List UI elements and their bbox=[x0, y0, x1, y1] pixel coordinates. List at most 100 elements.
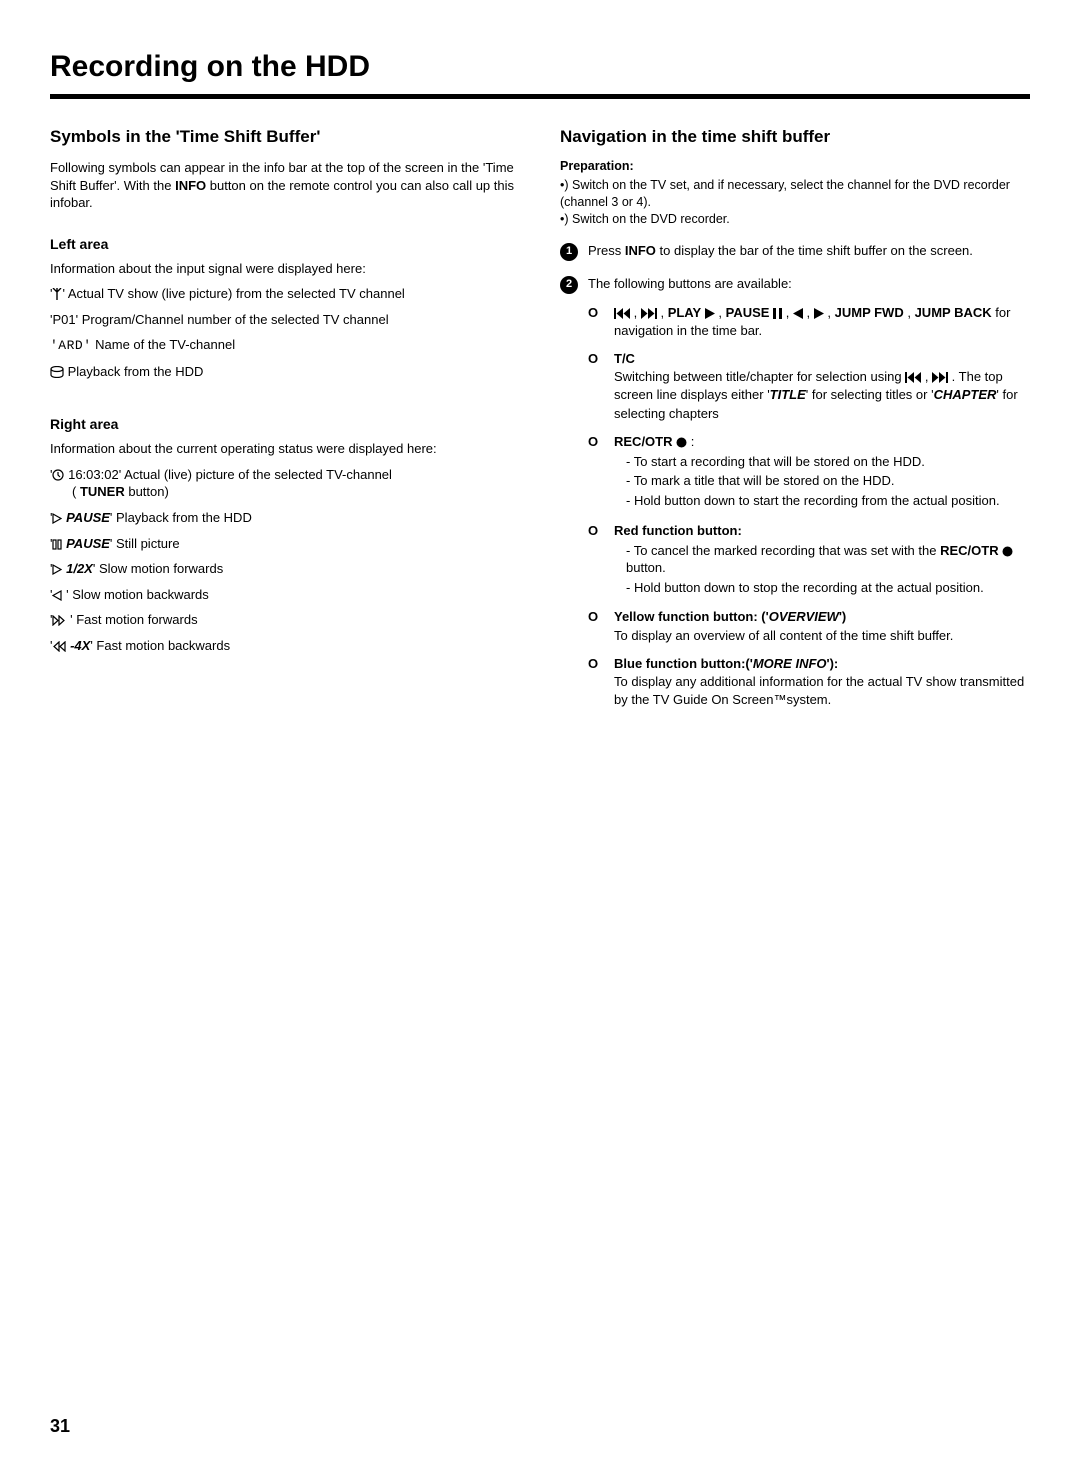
prep-line-1: •) Switch on the TV set, and if necessar… bbox=[560, 177, 1030, 211]
text: ' Slow motion backwards bbox=[62, 587, 208, 602]
right-item-still: ' PAUSE' Still picture bbox=[50, 535, 520, 553]
ffwd-outline-icon bbox=[52, 615, 66, 626]
play-label: PLAY bbox=[668, 305, 701, 320]
next-icon bbox=[641, 308, 657, 319]
rec-heading: REC/OTR bbox=[614, 434, 673, 449]
sub-rec: O REC/OTR : - To start a recording that … bbox=[560, 433, 1030, 512]
play-outline-icon bbox=[52, 564, 62, 575]
sub-blue: O Blue function button:('MORE INFO'): To… bbox=[560, 655, 1030, 710]
info-label: INFO bbox=[175, 178, 206, 193]
yellow-heading-b: ') bbox=[839, 609, 846, 624]
bullet-o: O bbox=[588, 350, 604, 368]
text: To display any additional information fo… bbox=[614, 674, 1024, 707]
play-icon bbox=[705, 308, 715, 319]
pause-icon bbox=[773, 308, 782, 319]
tuner-label: TUNER bbox=[80, 484, 125, 499]
prev-icon bbox=[614, 308, 630, 319]
right-item-fastbwd: ' -4X' Fast motion backwards bbox=[50, 637, 520, 655]
jump-back-label: JUMP BACK bbox=[915, 305, 992, 320]
back-outline-icon bbox=[52, 590, 62, 601]
bullet-o: O bbox=[588, 522, 604, 540]
bullet-o: O bbox=[588, 608, 604, 626]
antenna-icon bbox=[52, 288, 62, 300]
yellow-heading-a: Yellow function button: (' bbox=[614, 609, 769, 624]
dash-item: - To cancel the marked recording that wa… bbox=[626, 542, 1030, 577]
record-icon bbox=[676, 437, 687, 448]
page-number: 31 bbox=[50, 1416, 70, 1437]
text: PAUSE bbox=[62, 510, 109, 525]
right-item-slowbwd: ' ' Slow motion backwards bbox=[50, 586, 520, 604]
text: ' Playback from the HDD bbox=[110, 510, 252, 525]
text: - To cancel the marked recording that wa… bbox=[626, 543, 940, 558]
step-2: 2 The following buttons are available: bbox=[560, 275, 1030, 294]
right-item-slowfwd: ' 1/2X' Slow motion forwards bbox=[50, 560, 520, 578]
right-area-intro: Information about the current operating … bbox=[50, 440, 520, 458]
dash-item: - To mark a title that will be stored on… bbox=[626, 472, 1000, 490]
text: -4X bbox=[66, 638, 90, 653]
red-heading: Red function button: bbox=[614, 523, 742, 538]
page-title: Recording on the HDD bbox=[50, 50, 1030, 94]
bullet-o: O bbox=[588, 433, 604, 451]
record-icon bbox=[1002, 546, 1013, 557]
text: ( bbox=[72, 484, 80, 499]
dash-item: - Hold button down to stop the recording… bbox=[626, 579, 1030, 597]
left-item-hdd: Playback from the HDD bbox=[50, 363, 520, 381]
blue-body: Blue function button:('MORE INFO'): To d… bbox=[614, 655, 1030, 710]
text: ' Fast motion forwards bbox=[66, 612, 197, 627]
text: ' Slow motion forwards bbox=[93, 561, 223, 576]
left-area-intro: Information about the input signal were … bbox=[50, 260, 520, 278]
moreinfo-label: MORE INFO bbox=[753, 656, 827, 671]
clock-icon bbox=[52, 469, 64, 481]
rec-label: REC/OTR bbox=[940, 543, 999, 558]
info-label: INFO bbox=[625, 243, 656, 258]
text: Press bbox=[588, 243, 625, 258]
rec-dash-list: - To start a recording that will be stor… bbox=[614, 453, 1000, 510]
left-icon bbox=[793, 308, 803, 319]
text: 1/2X bbox=[62, 561, 92, 576]
ard-code: 'ARD' bbox=[50, 338, 92, 353]
text: Switching between title/chapter for sele… bbox=[614, 369, 905, 384]
pause-outline-icon bbox=[52, 539, 62, 550]
bullet-o: O bbox=[588, 304, 604, 322]
sub-nav-buttons: O , , PLAY , PAUSE , , , JUMP FWD , JUMP… bbox=[560, 304, 1030, 340]
bullet-o: O bbox=[588, 655, 604, 673]
jump-fwd-label: JUMP FWD bbox=[835, 305, 904, 320]
step-badge-1: 1 bbox=[560, 243, 578, 261]
symbols-heading: Symbols in the 'Time Shift Buffer' bbox=[50, 127, 520, 147]
right-item-fastfwd: ' ' Fast motion forwards bbox=[50, 611, 520, 629]
dash-item: - Hold button down to start the recordin… bbox=[626, 492, 1000, 510]
prev-icon bbox=[905, 372, 921, 383]
left-area-heading: Left area bbox=[50, 236, 520, 252]
content-columns: Symbols in the 'Time Shift Buffer' Follo… bbox=[50, 127, 1030, 709]
symbols-body: Following symbols can appear in the info… bbox=[50, 159, 520, 212]
right-item-clock: ' 16:03:02' Actual (live) picture of the… bbox=[50, 466, 520, 501]
right-item-playpause: ' PAUSE' Playback from the HDD bbox=[50, 509, 520, 527]
hdd-icon bbox=[50, 366, 64, 378]
text: To display an overview of all content of… bbox=[614, 628, 953, 643]
title-label: TITLE bbox=[770, 387, 806, 402]
tuner-line: ( TUNER button) bbox=[50, 483, 520, 501]
left-column: Symbols in the 'Time Shift Buffer' Follo… bbox=[50, 127, 520, 709]
text: 16:03:02' Actual (live) picture of the s… bbox=[64, 467, 391, 482]
blue-heading-b: '): bbox=[827, 656, 839, 671]
text: to display the bar of the time shift buf… bbox=[656, 243, 973, 258]
nav-heading: Navigation in the time shift buffer bbox=[560, 127, 1030, 147]
text: ' Still picture bbox=[110, 536, 180, 551]
nav-buttons-body: , , PLAY , PAUSE , , , JUMP FWD , JUMP B… bbox=[614, 304, 1030, 340]
text: ' for selecting titles or ' bbox=[806, 387, 934, 402]
text: Playback from the HDD bbox=[64, 364, 203, 379]
next-icon bbox=[932, 372, 948, 383]
step-1: 1 Press INFO to display the bar of the t… bbox=[560, 242, 1030, 261]
rewind-outline-icon bbox=[52, 641, 66, 652]
pause-label: PAUSE bbox=[726, 305, 770, 320]
sub-red: O Red function button: - To cancel the m… bbox=[560, 522, 1030, 599]
right-area-heading: Right area bbox=[50, 416, 520, 432]
right-icon bbox=[814, 308, 824, 319]
text: ' Actual TV show (live picture) from the… bbox=[62, 286, 404, 301]
text: Name of the TV-channel bbox=[92, 337, 236, 352]
title-rule bbox=[50, 94, 1030, 99]
left-item-tv: '' Actual TV show (live picture) from th… bbox=[50, 285, 520, 303]
dash-item: - To start a recording that will be stor… bbox=[626, 453, 1000, 471]
text: button. bbox=[626, 560, 666, 575]
preparation-heading: Preparation: bbox=[560, 159, 1030, 173]
